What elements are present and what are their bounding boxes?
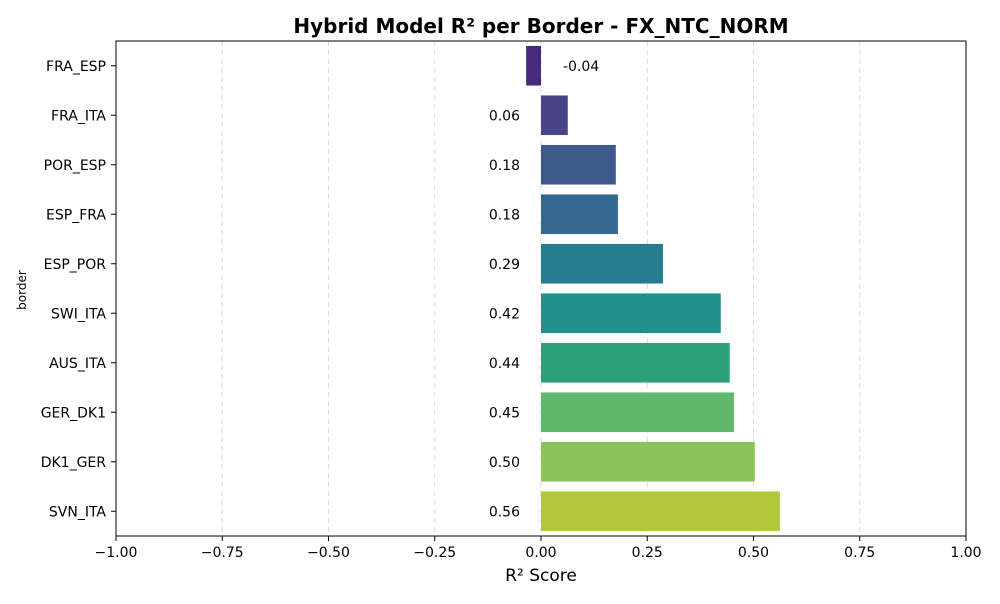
y-tick-label: GER_DK1 [41,405,106,421]
bar-value-label: 0.18 [489,158,520,174]
bar-value-label: 0.18 [489,207,520,223]
y-tick-label: SVN_ITA [49,504,107,520]
x-tick-label: −0.25 [413,545,456,561]
bar-value-label: 0.44 [489,356,520,372]
bar-aus-ita [541,342,730,383]
y-tick-label: ESP_FRA [46,207,106,223]
y-tick-label: AUS_ITA [49,356,106,372]
value-labels-layer: -0.04 0.06 0.18 0.18 0.29 0.42 0.44 0.45 0.50 0.5… [489,59,599,521]
bars-layer [526,45,780,532]
x-tick-label: −1.00 [95,545,138,561]
x-tick-label: −0.75 [201,545,244,561]
bar-value-label: -0.04 [563,59,599,75]
bar-esp-fra [541,194,618,235]
x-tick-label: 0.25 [632,545,663,561]
bar-fra-esp [526,45,541,86]
bar-svn-ita [541,491,780,532]
bar-swi-ita [541,293,721,334]
y-tick-label: DK1_GER [41,455,107,471]
y-tick-label: FRA_ITA [51,108,106,124]
y-tick-label: POR_ESP [44,158,106,174]
y-tick-label: FRA_ESP [46,59,106,75]
chart-title: Hybrid Model R² per Border - FX_NTC_NORM [293,14,788,38]
bar-value-label: 0.50 [489,455,520,471]
bar-esp-por [541,243,663,284]
bar-value-label: 0.29 [489,257,520,273]
bar-value-label: 0.45 [489,405,520,421]
y-tick-label: ESP_POR [44,257,107,273]
x-tick-label: 0.00 [525,545,556,561]
y-tick-label: SWI_ITA [51,306,106,322]
ticks-layer: −1.00 −0.75 −0.50 −0.25 0.00 0.25 0.50 0.75 1.00… [41,59,982,561]
bar-por-esp [541,144,616,185]
x-tick-label: −0.50 [307,545,350,561]
x-tick-label: 0.50 [738,545,769,561]
y-axis-label: border [15,270,29,310]
bar-ger-dk1 [541,392,734,433]
bar-value-label: 0.06 [489,108,520,124]
bar-value-label: 0.42 [489,306,520,322]
bar-dk1-ger [541,441,755,482]
x-axis-label: R² Score [505,566,577,586]
bar-value-label: 0.56 [489,504,520,520]
bar-fra-ita [541,95,568,136]
x-tick-label: 1.00 [950,545,981,561]
x-tick-label: 0.75 [844,545,875,561]
